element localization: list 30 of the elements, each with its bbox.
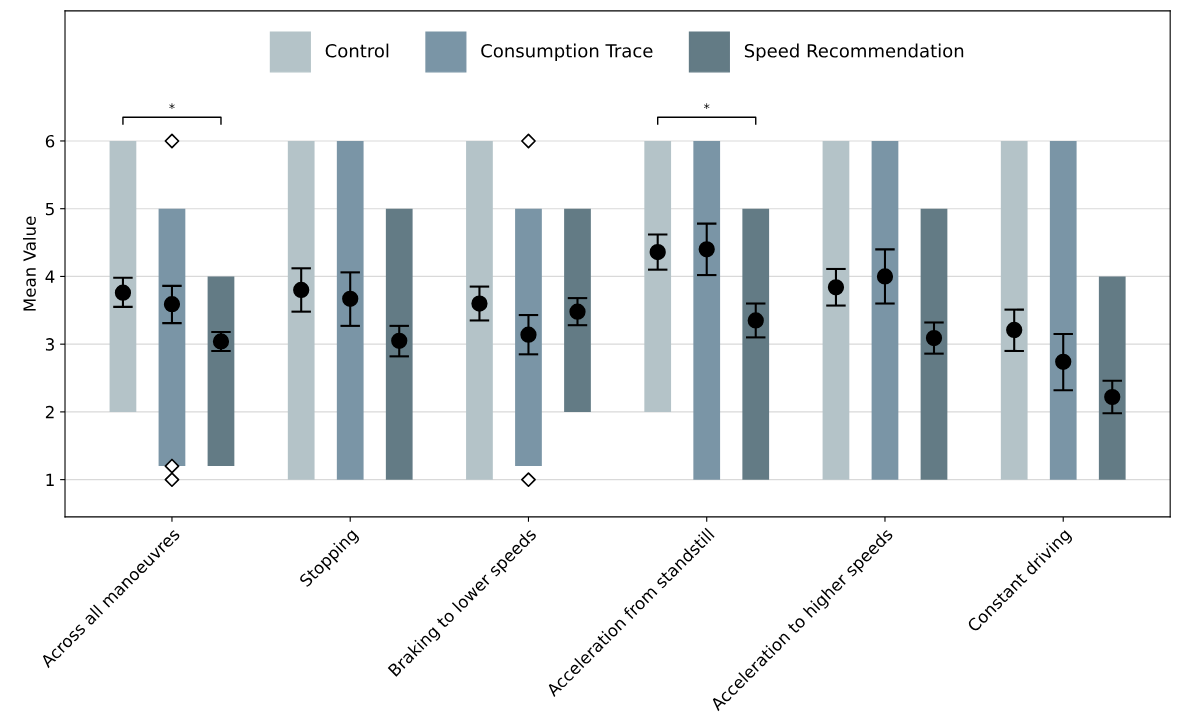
bar: [564, 208, 591, 412]
bar: [515, 208, 542, 467]
y-tick-label: 6: [45, 134, 55, 148]
annotation: *: [703, 103, 710, 110]
bar: [871, 140, 899, 480]
y-tick-label: 2: [45, 405, 54, 419]
bar: [822, 140, 850, 480]
bar: [920, 208, 948, 480]
bar: [158, 208, 186, 467]
bar: [109, 140, 137, 412]
bar: [287, 140, 315, 480]
bar: [336, 140, 364, 480]
y-tick-label: 1: [46, 473, 54, 486]
bar: [207, 276, 235, 467]
bar: [1049, 140, 1077, 480]
y-tick-label: 4: [45, 270, 55, 283]
bar: [1098, 276, 1126, 480]
bar: [644, 140, 672, 412]
bar: [693, 140, 721, 480]
bar: [385, 208, 413, 480]
y-tick-label: 3: [45, 338, 54, 351]
legend-label: Consumption Trace: [481, 43, 653, 62]
bar: [1000, 140, 1028, 480]
bar: [466, 140, 493, 480]
y-axis-title: Mean Value: [23, 216, 36, 311]
legend-label: Control: [325, 43, 389, 58]
annotation: *: [169, 103, 175, 110]
bar: [742, 208, 770, 480]
legend-label: Speed Recommendation: [744, 43, 964, 62]
y-tick-label: 5: [45, 202, 54, 216]
